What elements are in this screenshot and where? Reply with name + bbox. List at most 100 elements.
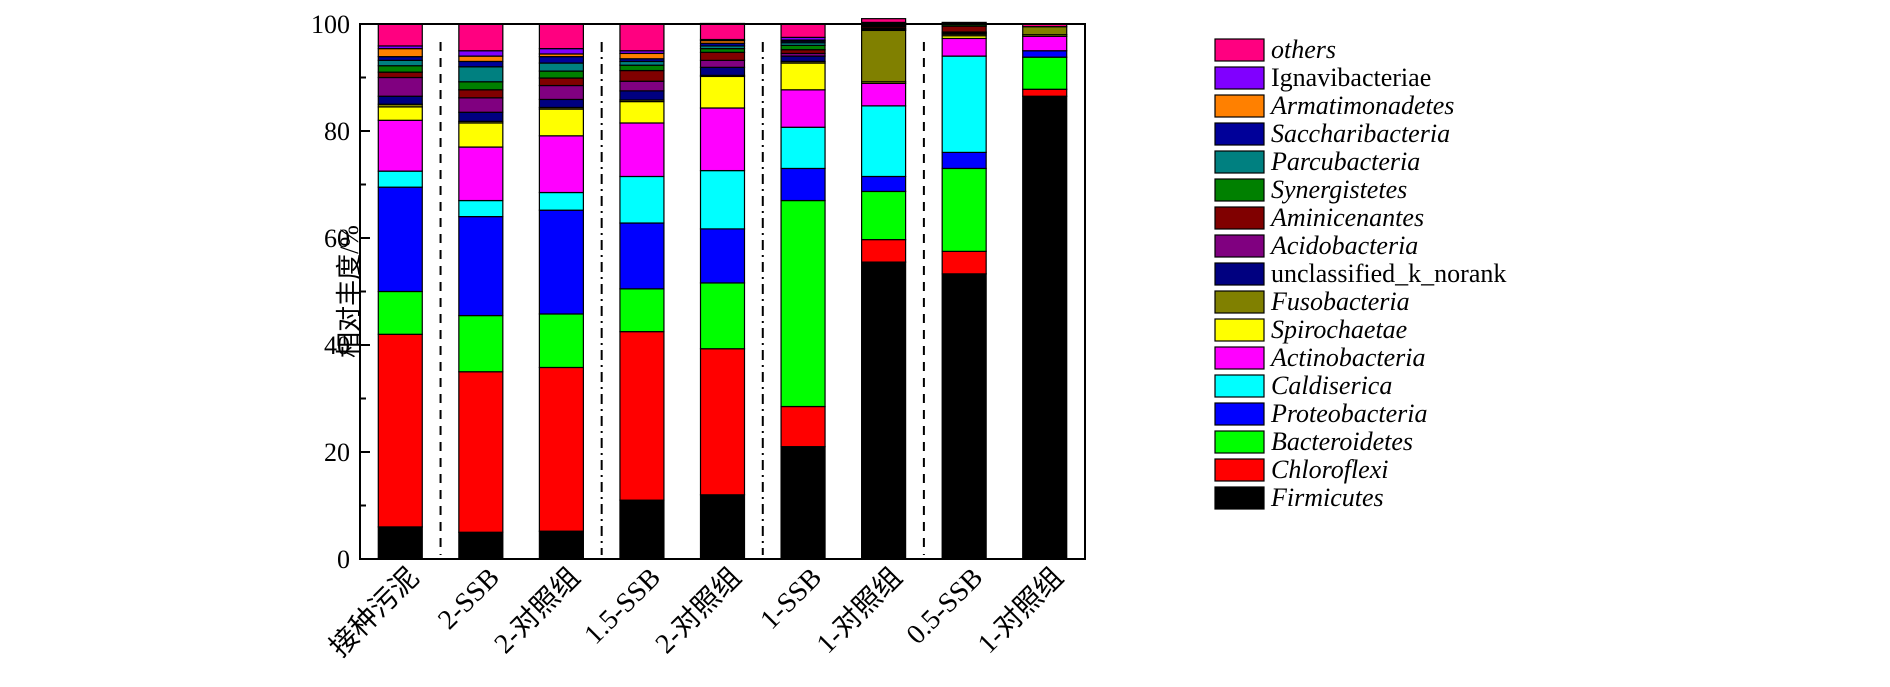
bar-segment [619, 23, 665, 52]
bar-segment [861, 175, 907, 193]
bar-segment [699, 59, 746, 68]
bar-segment [619, 80, 665, 92]
legend-label: Aminicenantes [1269, 203, 1424, 232]
legend-label: Armatimonadetes [1269, 91, 1454, 120]
bar-segment [699, 228, 746, 284]
bar-segment [538, 191, 584, 211]
bar-segment [619, 52, 665, 60]
bar-segment [699, 348, 746, 496]
bar-segment [377, 333, 423, 528]
legend-swatch [1214, 38, 1265, 62]
x-tick-label: 1-对照组 [810, 561, 909, 660]
bar-segment [538, 23, 584, 50]
bar-segment [377, 170, 423, 188]
bar-segment [458, 122, 504, 148]
bar-segment [538, 56, 584, 64]
legend-label: Bacteroidetes [1271, 427, 1413, 456]
bar-segment [377, 290, 423, 335]
y-tick-label: 40 [324, 331, 350, 360]
bar-segment [458, 81, 504, 91]
bar-segment [619, 64, 665, 72]
bars-layer [377, 18, 1068, 560]
bar-segment [458, 50, 504, 57]
bar-segment [861, 261, 907, 560]
bar-segment [780, 405, 826, 448]
legend-label: Spirochaetae [1271, 315, 1407, 344]
legend-label: Saccharibacteria [1271, 119, 1450, 148]
bar-segment [941, 25, 987, 33]
legend-swatch [1214, 66, 1265, 90]
legend-swatch [1214, 290, 1265, 314]
legend-label: Synergistetes [1271, 175, 1407, 204]
bar-segment [619, 331, 665, 501]
bar-segment [1022, 35, 1068, 52]
bar-segment [538, 209, 584, 315]
bar-segment [619, 69, 665, 82]
y-axis-label: 相对丰度/% [335, 225, 364, 358]
bar-segment [1022, 95, 1068, 560]
legend-label: Fusobacteria [1270, 287, 1410, 316]
legend-swatch [1214, 374, 1265, 398]
legend-label: Proteobacteria [1270, 399, 1427, 428]
legend-label: Ignavibacteriae [1271, 63, 1431, 92]
legend-label: Parcubacteria [1270, 147, 1420, 176]
y-tick-label: 0 [337, 545, 350, 574]
legend-label: Acidobacteria [1269, 231, 1418, 260]
bar-segment [538, 108, 584, 137]
bar-segment [619, 90, 665, 101]
y-axis: 0 20 40 60 80 100 [311, 10, 370, 574]
y-tick-label: 60 [324, 224, 350, 253]
legend-swatch [1214, 486, 1265, 510]
legend-swatch [1214, 430, 1265, 454]
legend-label: others [1271, 35, 1336, 64]
bar-segment [780, 199, 826, 408]
legend-swatch [1214, 402, 1265, 426]
bar-segment [699, 22, 746, 41]
bar-segment [458, 89, 504, 99]
bar-segment [699, 75, 746, 109]
bar-segment [780, 89, 826, 128]
bar-segment [538, 366, 584, 532]
bar-segment [458, 314, 504, 373]
bar-segment [538, 48, 584, 55]
bar-segment [458, 60, 504, 68]
legend-swatch [1214, 206, 1265, 230]
bar-segment [861, 29, 907, 83]
bar-segment [861, 239, 907, 263]
bar-segment [377, 76, 423, 97]
bar-segment [458, 55, 504, 63]
bar-segment [941, 250, 987, 275]
x-tick-label: 1-SSB [754, 562, 828, 636]
y-tick-label: 100 [311, 10, 350, 39]
bar-segment [619, 122, 665, 178]
x-tick-label: 2-对照组 [649, 561, 748, 660]
bar-segment [861, 82, 907, 107]
bar-segment [619, 175, 665, 224]
legend-swatch [1214, 178, 1265, 202]
bar-segment [377, 106, 423, 121]
bar-segment [941, 167, 987, 252]
bar-segment [538, 77, 584, 87]
bar-segment [377, 95, 423, 105]
bar-segment [538, 313, 584, 369]
bar-segment [619, 288, 665, 333]
bar-segment [941, 37, 987, 57]
legend-swatch [1214, 122, 1265, 146]
bar-segment [780, 167, 826, 202]
bar-segment [458, 97, 504, 113]
bar-segment [458, 371, 504, 533]
separators-layer [439, 42, 925, 555]
bar-segment [780, 44, 826, 51]
bar-segment [619, 499, 665, 560]
x-tick-label: 接种污泥 [323, 561, 425, 663]
bar-segment [699, 494, 746, 560]
legend: othersIgnavibacteriaeArmatimonadetesSacc… [1214, 35, 1506, 512]
bar-segment [780, 62, 826, 91]
x-tick-label: 1-对照组 [971, 561, 1070, 660]
bar-segment [699, 107, 746, 172]
bar-segment [538, 62, 584, 72]
bar-segment [458, 199, 504, 218]
legend-label: unclassified_k_norank [1271, 259, 1506, 288]
x-tick-label: 2-对照组 [488, 561, 587, 660]
